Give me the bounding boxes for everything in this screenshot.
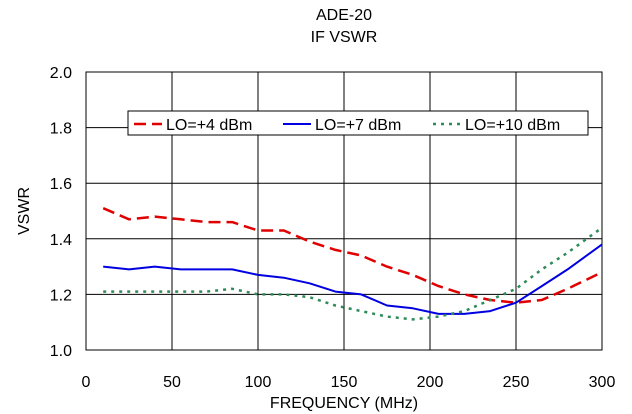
legend-box bbox=[127, 110, 589, 136]
series-lo4-line bbox=[102, 207, 603, 304]
legend: LO=+4 dBm LO=+7 dBm LO=+10 dBm bbox=[127, 110, 589, 136]
y-tick-label: 2.0 bbox=[50, 65, 72, 82]
x-axis-label: FREQUENCY (MHz) bbox=[270, 395, 418, 412]
x-tick-label: 100 bbox=[245, 374, 272, 391]
y-tick-label: 1.4 bbox=[50, 232, 72, 249]
chart-title: ADE-20 bbox=[316, 7, 372, 24]
y-tick-labels: 1.0 1.2 1.4 1.6 1.8 2.0 bbox=[50, 65, 72, 360]
legend-label-lo10: LO=+10 dBm bbox=[465, 117, 560, 134]
series-lo10-line bbox=[103, 226, 603, 321]
x-tick-labels: 0 50 100 150 200 250 300 bbox=[82, 374, 616, 391]
chart-subtitle: IF VSWR bbox=[311, 29, 378, 46]
x-tick-label: 250 bbox=[503, 374, 530, 391]
legend-label-lo4: LO=+4 dBm bbox=[166, 117, 252, 134]
y-tick-label: 1.2 bbox=[50, 287, 72, 304]
x-tick-label: 150 bbox=[331, 374, 358, 391]
x-tick-label: 300 bbox=[589, 374, 616, 391]
y-axis-label: VSWR bbox=[16, 187, 33, 235]
x-tick-label: 50 bbox=[163, 374, 181, 391]
series-lines bbox=[102, 207, 603, 321]
legend-label-lo7: LO=+7 dBm bbox=[315, 117, 401, 134]
y-tick-label: 1.6 bbox=[50, 176, 72, 193]
x-tick-label: 0 bbox=[82, 374, 91, 391]
y-tick-label: 1.8 bbox=[50, 121, 72, 138]
series-lo7-line bbox=[103, 243, 603, 315]
y-tick-label: 1.0 bbox=[50, 343, 72, 360]
x-tick-label: 200 bbox=[417, 374, 444, 391]
plot-area-border bbox=[85, 71, 603, 351]
